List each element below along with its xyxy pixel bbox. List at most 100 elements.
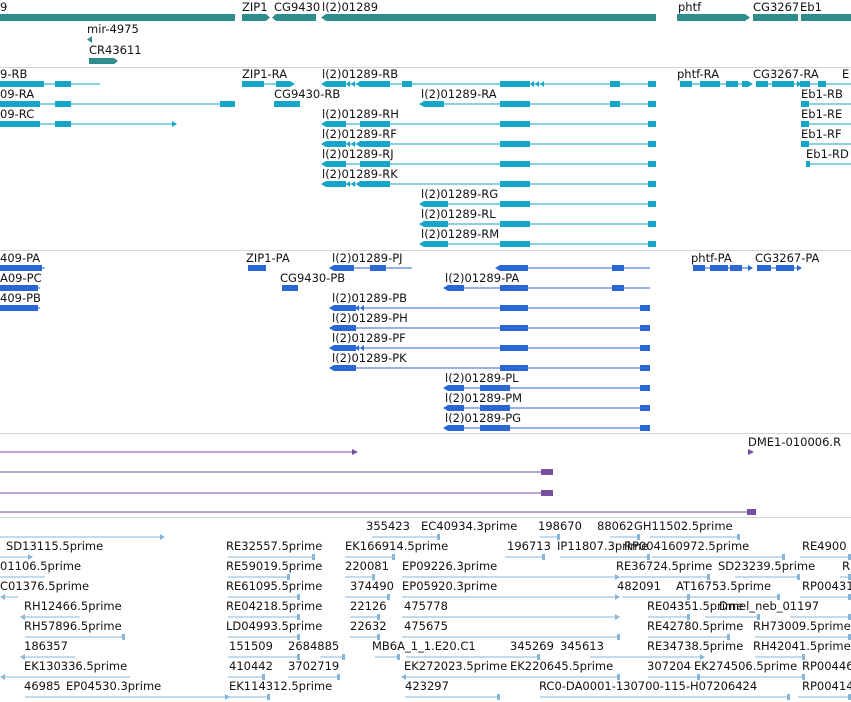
transcript-exon[interactable] — [726, 81, 738, 87]
est-label[interactable]: SD23239.5prime — [718, 559, 816, 573]
est-label[interactable]: RE59019.5prime — [226, 559, 323, 573]
protein-exon[interactable] — [612, 285, 624, 291]
est-label[interactable]: 196713 — [507, 539, 551, 553]
est-label[interactable]: 220081 — [345, 559, 389, 573]
transcript-label[interactable]: 9-RB — [0, 67, 28, 81]
gene-bar-phtf[interactable] — [677, 14, 745, 21]
transcript-exon[interactable] — [648, 81, 656, 87]
transcript-exon[interactable] — [610, 101, 620, 107]
transcript-exon[interactable] — [424, 201, 448, 207]
gene-arrow-mir-4975[interactable] — [87, 36, 92, 43]
gene-label-eb1[interactable]: Eb1 — [800, 0, 822, 14]
transcript-exon[interactable] — [55, 101, 71, 107]
transcript-label[interactable]: CG9430-RB — [274, 87, 341, 101]
transcript-label[interactable]: Eb1-RD — [806, 147, 849, 161]
est-label[interactable]: EK272023.5prime — [404, 659, 508, 673]
transcript-exon[interactable] — [500, 141, 530, 147]
transcript-exon[interactable] — [360, 121, 390, 127]
protein-exon[interactable] — [480, 405, 510, 411]
transcript-exon[interactable] — [360, 181, 390, 187]
gene-bar-cg3267[interactable] — [753, 14, 798, 21]
gene-bar-l201289[interactable] — [326, 14, 656, 21]
transcript-exon[interactable] — [276, 81, 290, 87]
transcript-exon[interactable] — [800, 81, 810, 87]
protein-label[interactable]: l(2)01289-PK — [332, 351, 407, 365]
protein-exon[interactable] — [448, 425, 464, 431]
est-label[interactable]: 01106.5prime — [0, 559, 82, 573]
est-label[interactable]: EK274506.5prime — [694, 659, 798, 673]
protein-exon[interactable] — [693, 265, 705, 271]
transcript-exon[interactable] — [648, 141, 656, 147]
gene-bar-zip1[interactable] — [242, 14, 266, 21]
transcript-exon[interactable] — [801, 101, 809, 107]
protein-exon[interactable] — [710, 265, 728, 271]
est-label[interactable]: 482091 — [617, 579, 661, 593]
transcript-label[interactable]: l(2)01289-RA — [421, 87, 497, 101]
protein-label[interactable]: l(2)01289-PM — [445, 391, 523, 405]
transcript-label[interactable]: l(2)01289-RG — [421, 187, 499, 201]
transcript-exon[interactable] — [326, 121, 346, 127]
protein-label[interactable]: A09-PC — [0, 271, 42, 285]
est-label[interactable]: RE04351.5prime — [647, 599, 744, 613]
protein-label[interactable]: 409-PA — [0, 251, 41, 265]
est-label[interactable]: RE34738.5prime — [647, 639, 744, 653]
gene-label[interactable]: 9 — [0, 0, 8, 14]
protein-exon[interactable] — [480, 425, 510, 431]
protein-label[interactable]: l(2)01289-PG — [445, 411, 522, 425]
protein-exon[interactable] — [448, 285, 464, 291]
gene-bar[interactable] — [0, 14, 235, 21]
protein-exon[interactable] — [500, 265, 528, 271]
transcript-exon[interactable] — [648, 181, 656, 187]
est-label[interactable]: 88062 — [597, 519, 634, 533]
transcript-exon[interactable] — [806, 161, 810, 167]
protein-exon[interactable] — [640, 425, 650, 431]
protein-exon[interactable] — [500, 305, 528, 311]
protein-exon[interactable] — [640, 305, 650, 311]
protein-label[interactable]: CG3267-PA — [755, 251, 820, 265]
transcript-label[interactable]: E — [842, 67, 850, 81]
transcript-exon[interactable] — [742, 81, 748, 87]
protein-label[interactable]: l(2)01289-PB — [332, 291, 408, 305]
est-label[interactable]: 22126 — [350, 599, 387, 613]
protein-exon[interactable] — [448, 385, 464, 391]
est-label[interactable]: RE36724.5prime — [616, 559, 713, 573]
transcript-exon[interactable] — [500, 221, 530, 227]
transcript-exon[interactable] — [500, 101, 530, 107]
gene-label-zip1[interactable]: ZIP1 — [242, 0, 268, 14]
est-label[interactable]: RP004160972.5prime — [624, 539, 750, 553]
protein-exon[interactable] — [500, 285, 528, 291]
transcript-exon[interactable] — [242, 81, 264, 87]
est-label[interactable]: Dmel_neb_01197 — [719, 599, 820, 613]
protein-label[interactable]: 409-PB — [0, 291, 41, 305]
protein-exon[interactable] — [640, 345, 650, 351]
est-label[interactable]: RE42780.5prime — [647, 619, 744, 633]
protein-exon[interactable] — [612, 265, 624, 271]
est-label[interactable]: RP00431 — [802, 579, 851, 593]
gene-label-cg9430[interactable]: CG9430 — [274, 0, 321, 14]
est-label[interactable]: 475675 — [404, 619, 448, 633]
protein-exon[interactable] — [334, 265, 354, 271]
est-label[interactable]: RH12466.5prime — [24, 599, 122, 613]
protein-label[interactable]: l(2)01289-PL — [445, 371, 519, 385]
transcript-label[interactable]: phtf-RA — [677, 67, 720, 81]
transcript-label[interactable]: CG3267-RA — [753, 67, 819, 81]
transcript-exon[interactable] — [326, 161, 346, 167]
transcript-exon[interactable] — [424, 101, 444, 107]
est-label[interactable]: GH11502.5prime — [634, 519, 733, 533]
est-label[interactable]: 22632 — [350, 619, 387, 633]
est-label[interactable]: RP00414 — [802, 679, 851, 693]
est-label[interactable]: IP11807.3prime — [557, 539, 649, 553]
protein-label[interactable]: l(2)01289-PA — [445, 271, 520, 285]
protein-exon[interactable] — [0, 265, 42, 271]
est-label[interactable]: AT16753.5prime — [676, 579, 772, 593]
transcript-label[interactable]: l(2)01289-RK — [322, 167, 398, 181]
protein-label[interactable]: ZIP1-PA — [246, 251, 290, 265]
est-label[interactable]: 198670 — [538, 519, 582, 533]
transcript-exon[interactable] — [500, 181, 530, 187]
est-label[interactable]: 423297 — [405, 679, 449, 693]
est-label[interactable]: LD04993.5prime — [226, 619, 323, 633]
transcript-exon[interactable] — [402, 81, 412, 87]
gene-label-phtf[interactable]: phtf — [678, 0, 702, 14]
transcript-exon[interactable] — [500, 161, 530, 167]
protein-exon[interactable] — [500, 325, 528, 331]
